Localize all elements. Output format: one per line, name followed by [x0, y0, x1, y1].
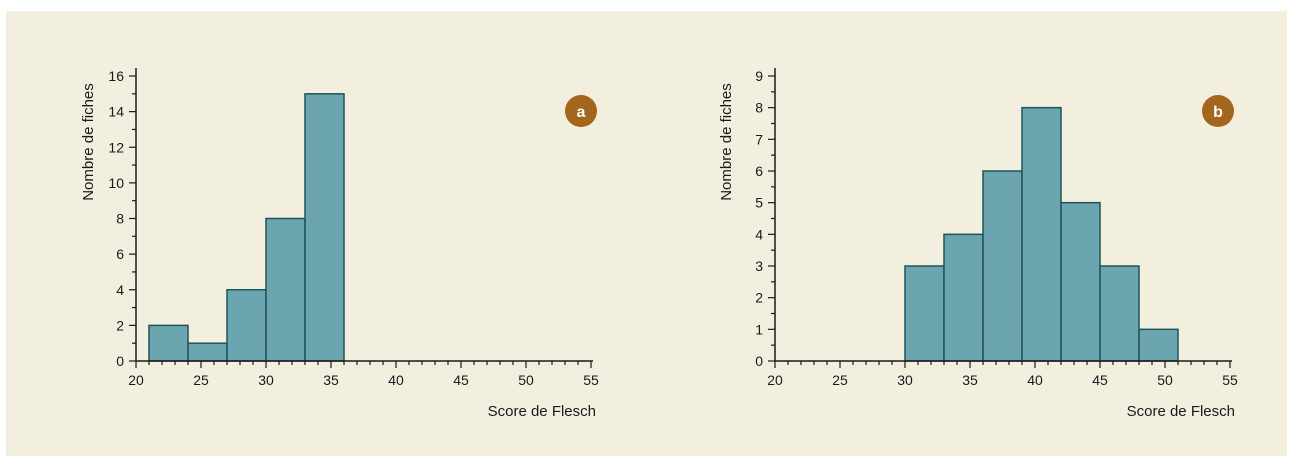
x-tick-label: 45 [453, 372, 469, 388]
panel-badge-label: a [577, 104, 586, 121]
y-tick-label: 12 [108, 139, 124, 155]
y-tick-label: 10 [108, 175, 124, 191]
y-tick-label: 0 [755, 353, 763, 369]
x-tick-label: 55 [583, 372, 599, 388]
histogram-bar [148, 324, 189, 362]
y-tick-label: 3 [755, 258, 763, 274]
y-axis-title: Nombre de fiches [80, 83, 97, 201]
x-tick-label: 30 [897, 372, 913, 388]
x-tick-label: 55 [1222, 372, 1238, 388]
chart-a: 20 25 30 35 40 45 50 55 0 2 4 6 8 10 12 14 16 Nombre de f… [80, 68, 599, 420]
panel-badge [565, 95, 597, 127]
y-tick-label: 2 [116, 317, 124, 333]
y-tick-label: 0 [116, 353, 124, 369]
histogram-bar [904, 265, 945, 362]
y-tick-label: 4 [755, 226, 763, 242]
histogram-bar [982, 170, 1023, 362]
y-tick-label: 6 [116, 246, 124, 262]
x-tick-label: 50 [1157, 372, 1173, 388]
x-tick-label: 30 [258, 372, 274, 388]
x-tick-label: 20 [767, 372, 783, 388]
y-tick-label: 1 [755, 321, 763, 337]
histogram-bar [187, 342, 228, 362]
panel-badge-label: b [1213, 104, 1223, 121]
x-tick-label: 35 [323, 372, 339, 388]
x-tick-label: 35 [962, 372, 978, 388]
histogram-bar [304, 93, 345, 362]
y-tick-label: 14 [108, 104, 124, 120]
x-tick-label: 25 [193, 372, 209, 388]
x-axis-title: Score de Flesch [1127, 403, 1235, 420]
y-tick-label: 7 [755, 131, 763, 147]
y-tick-label: 4 [116, 282, 124, 298]
y-tick-label: 2 [755, 290, 763, 306]
x-tick-label: 50 [518, 372, 534, 388]
figure-panel: 20 25 30 35 40 45 50 55 0 2 4 6 8 10 12 14 16 Nombre de f… [6, 11, 1287, 456]
histogram-bar [943, 233, 984, 362]
y-tick-label: 9 [755, 68, 763, 84]
x-tick-label: 20 [128, 372, 144, 388]
x-tick-label: 25 [832, 372, 848, 388]
y-axis-title: Nombre de fiches [718, 83, 735, 201]
x-tick-label: 40 [388, 372, 404, 388]
histogram-bar [1021, 106, 1062, 362]
histogram-bar [265, 217, 306, 362]
panel-badge [1202, 95, 1234, 127]
histogram-bar [1138, 328, 1179, 362]
y-tick-label: 8 [116, 211, 124, 227]
y-tick-label: 6 [755, 163, 763, 179]
histogram-bar [226, 289, 267, 362]
histogram-bar [1060, 201, 1101, 362]
x-tick-label: 40 [1027, 372, 1043, 388]
y-tick-label: 16 [108, 68, 124, 84]
y-tick-label: 8 [755, 100, 763, 116]
x-tick-label: 45 [1092, 372, 1108, 388]
y-tick-label: 5 [755, 195, 763, 211]
x-axis-title: Score de Flesch [488, 403, 596, 420]
histogram-bar [1099, 265, 1140, 362]
